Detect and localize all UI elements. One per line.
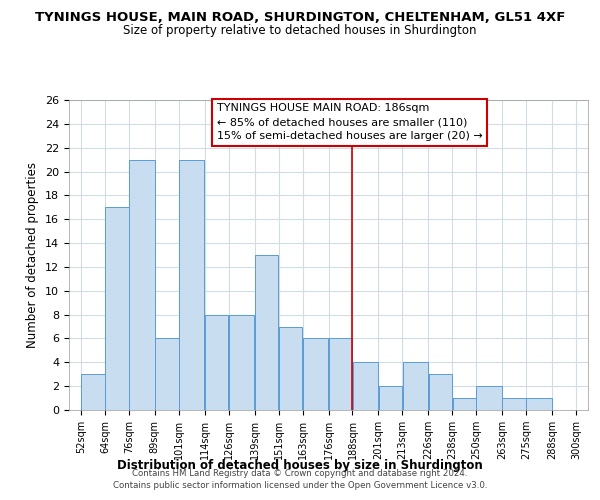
Bar — [105, 208, 128, 410]
Bar — [229, 314, 254, 410]
Bar — [502, 398, 526, 410]
Bar — [179, 160, 205, 410]
Bar — [129, 160, 155, 410]
Bar — [155, 338, 179, 410]
Bar — [526, 398, 552, 410]
Bar — [255, 255, 278, 410]
Text: Size of property relative to detached houses in Shurdington: Size of property relative to detached ho… — [123, 24, 477, 37]
Text: Distribution of detached houses by size in Shurdington: Distribution of detached houses by size … — [117, 460, 483, 472]
Bar — [379, 386, 402, 410]
Y-axis label: Number of detached properties: Number of detached properties — [26, 162, 40, 348]
Bar — [303, 338, 328, 410]
Bar — [428, 374, 452, 410]
Bar — [476, 386, 502, 410]
Text: Contains HM Land Registry data © Crown copyright and database right 2024.
Contai: Contains HM Land Registry data © Crown c… — [113, 469, 487, 490]
Bar — [279, 326, 302, 410]
Bar — [205, 314, 229, 410]
Bar — [452, 398, 476, 410]
Bar — [81, 374, 104, 410]
Bar — [329, 338, 352, 410]
Text: TYNINGS HOUSE, MAIN ROAD, SHURDINGTON, CHELTENHAM, GL51 4XF: TYNINGS HOUSE, MAIN ROAD, SHURDINGTON, C… — [35, 11, 565, 24]
Bar — [353, 362, 378, 410]
Bar — [403, 362, 428, 410]
Text: TYNINGS HOUSE MAIN ROAD: 186sqm
← 85% of detached houses are smaller (110)
15% o: TYNINGS HOUSE MAIN ROAD: 186sqm ← 85% of… — [217, 103, 482, 141]
